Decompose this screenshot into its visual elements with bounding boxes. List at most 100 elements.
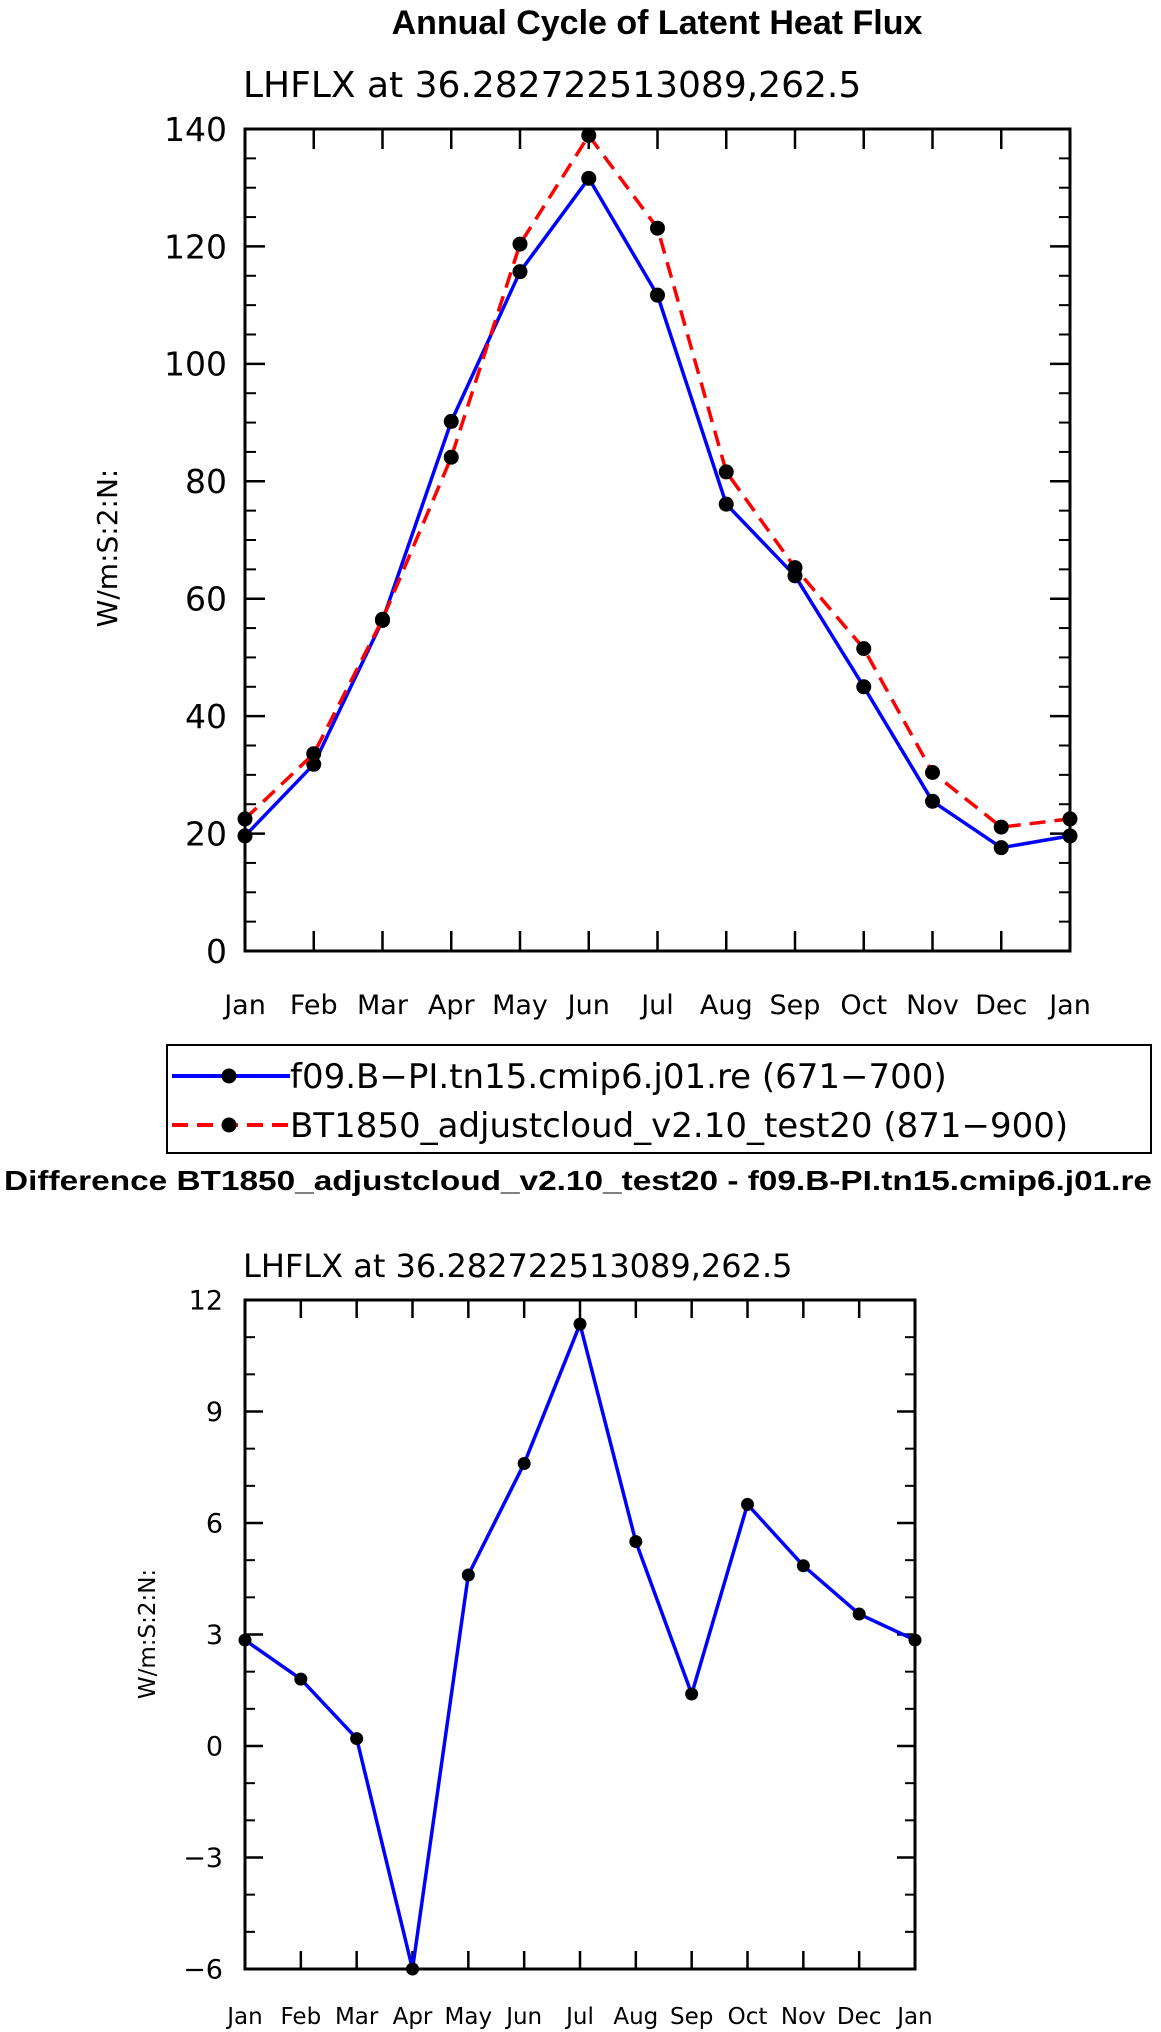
- data-point: [650, 287, 665, 303]
- data-point: [925, 793, 940, 809]
- y-tick-label: 0: [206, 1732, 223, 1763]
- y-tick-label: 9: [206, 1397, 223, 1428]
- y-tick-labels: −6 −3 0 3 6 9 12: [183, 1286, 223, 1986]
- x-tick-label: May: [492, 990, 548, 1021]
- data-point: [512, 264, 528, 280]
- plot-frame: [243, 127, 1072, 953]
- y-tick-label: 140: [164, 110, 227, 149]
- x-tick-label: Aug: [700, 990, 753, 1021]
- legend: f09.B−PI.tn15.cmip6.j01.re (671−700) BT1…: [166, 1044, 1152, 1154]
- data-point: [443, 413, 459, 429]
- x-tick-label: Mar: [335, 2004, 379, 2030]
- legend-marker-bt1850: [221, 1117, 237, 1133]
- legend-entry-bt1850: BT1850_adjustcloud_v2.10_test20 (871−900…: [172, 1106, 1068, 1146]
- series-difference: [238, 1317, 922, 1976]
- x-tick-label: Jul: [639, 990, 674, 1021]
- data-point: [629, 1535, 643, 1549]
- legend-marker-f09: [221, 1068, 237, 1084]
- data-point: [573, 1317, 587, 1331]
- y-tick-label: 100: [164, 345, 227, 384]
- x-tick-label: Dec: [975, 990, 1027, 1021]
- data-point: [796, 1559, 810, 1573]
- y-tick-label: 12: [189, 1286, 223, 1317]
- x-tick-label: Dec: [837, 2004, 882, 2030]
- legend-entry-f09: f09.B−PI.tn15.cmip6.j01.re (671−700): [172, 1057, 947, 1097]
- data-point: [581, 127, 597, 143]
- y-tick-label: 120: [164, 227, 227, 266]
- x-tick-label: Nov: [906, 990, 959, 1021]
- x-tick-label: Sep: [670, 2004, 713, 2030]
- x-tick-label: May: [445, 2004, 493, 2030]
- x-tick-label: Sep: [770, 990, 821, 1021]
- y-tick-label: 40: [185, 697, 227, 736]
- x-tick-label: Jan: [225, 2004, 262, 2030]
- y-tick-labels: 0 20 40 60 80 100 120 140: [164, 110, 227, 971]
- data-point: [443, 449, 459, 465]
- y-tick-label: 3: [206, 1620, 223, 1651]
- data-point: [685, 1687, 699, 1701]
- y-tick-label: 60: [185, 580, 227, 619]
- tick-marks: [243, 1298, 917, 1971]
- data-point: [993, 819, 1009, 835]
- data-point: [512, 236, 528, 252]
- y-tick-label: 20: [185, 814, 227, 853]
- legend-label-f09: f09.B−PI.tn15.cmip6.j01.re (671−700): [290, 1057, 947, 1097]
- x-tick-label: Feb: [280, 2004, 321, 2030]
- y-tick-label: −3: [183, 1843, 223, 1874]
- x-tick-label: Jan: [895, 2004, 932, 2030]
- legend-label-bt1850: BT1850_adjustcloud_v2.10_test20 (871−900…: [290, 1106, 1068, 1146]
- data-point: [461, 1568, 475, 1582]
- data-point: [306, 756, 322, 772]
- x-tick-label: Nov: [781, 2004, 826, 2030]
- x-tick-label: Aug: [613, 2004, 658, 2030]
- y-tick-label: 6: [206, 1509, 223, 1540]
- series-line: [243, 133, 1071, 829]
- x-tick-label: Feb: [290, 990, 338, 1021]
- x-tick-label: Jan: [1047, 990, 1091, 1021]
- x-tick-label: Jun: [566, 990, 610, 1021]
- chart-annual-cycle: Annual Cycle of Latent Heat Flux LHFLX a…: [91, 4, 1152, 1154]
- x-tick-label: Apr: [428, 990, 476, 1021]
- chart-title: Annual Cycle of Latent Heat Flux: [392, 4, 923, 42]
- y-tick-label: 0: [206, 932, 227, 971]
- series-bt1850-adjustcloud-v2-10-test20: [237, 127, 1078, 835]
- chart-title: Difference BT1850_adjustcloud_v2.10_test…: [4, 1165, 1152, 1196]
- series-group: [238, 1317, 922, 1976]
- y-tick-label: −6: [183, 1955, 223, 1986]
- series-f09-b-pi-tn15-cmip6-j01-re: [237, 170, 1078, 856]
- data-point: [650, 220, 665, 236]
- data-point: [294, 1672, 308, 1686]
- data-point: [718, 464, 734, 480]
- chart-difference: Difference BT1850_adjustcloud_v2.10_test…: [4, 1165, 1152, 2030]
- data-point: [718, 496, 734, 512]
- x-tick-label: Mar: [357, 990, 409, 1021]
- data-point: [741, 1497, 754, 1511]
- data-point: [856, 641, 872, 657]
- legend-box: [166, 1044, 1152, 1154]
- data-point: [787, 560, 803, 576]
- x-tick-label: Oct: [728, 2004, 768, 2030]
- series-line: [243, 176, 1071, 850]
- x-tick-label: Jun: [504, 2004, 542, 2030]
- y-axis-label: W/m:S:2:N:: [91, 469, 124, 628]
- y-axis-label: W/m:S:2:N:: [135, 1569, 161, 1699]
- chart-subtitle: LHFLX at 36.282722513089,262.5: [243, 65, 861, 106]
- data-point: [856, 679, 872, 695]
- data-point: [925, 765, 940, 781]
- x-tick-label: Jul: [564, 2004, 594, 2030]
- data-point: [852, 1607, 866, 1621]
- series-line: [243, 1322, 916, 1971]
- x-tick-label: Apr: [393, 2004, 433, 2030]
- data-point: [306, 746, 322, 762]
- x-tick-label: Jan: [222, 990, 266, 1021]
- chart-subtitle: LHFLX at 36.282722513089,262.5: [243, 1247, 793, 1285]
- data-point: [993, 840, 1009, 856]
- x-tick-label: Oct: [840, 990, 887, 1021]
- series-group: [237, 127, 1078, 856]
- data-point: [517, 1457, 531, 1471]
- data-point: [350, 1732, 364, 1746]
- x-tick-labels: Jan Feb Mar Apr May Jun Jul Aug Sep Oct Nov Dec Jan: [222, 990, 1091, 1021]
- y-tick-label: 80: [185, 462, 227, 501]
- data-point: [581, 170, 597, 186]
